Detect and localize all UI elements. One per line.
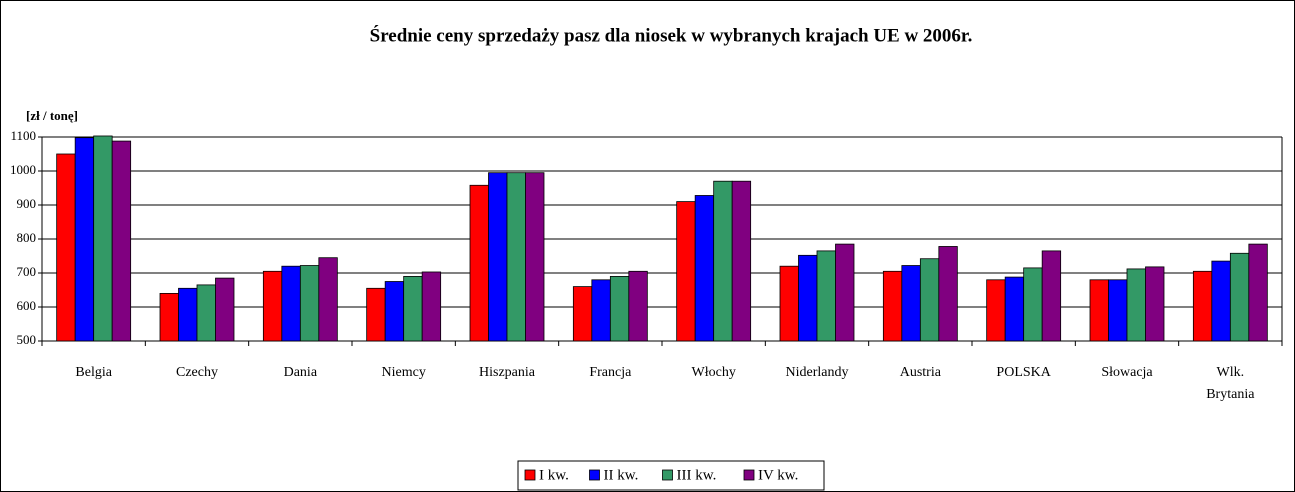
bar xyxy=(572,286,593,342)
x-tick-label: Czechy xyxy=(176,365,218,380)
x-tick-label: POLSKA xyxy=(996,365,1051,380)
x-tick-label: Niemcy xyxy=(382,365,426,380)
bar xyxy=(816,250,836,342)
chart-title: Średnie ceny sprzedaży pasz dla niosek w… xyxy=(370,24,973,46)
legend-label: III kw. xyxy=(677,467,717,483)
bar xyxy=(779,265,799,342)
bar xyxy=(384,281,405,342)
bar xyxy=(215,277,235,342)
bar xyxy=(694,195,715,342)
x-tick-label: Austria xyxy=(900,365,942,380)
legend-swatch xyxy=(743,469,755,481)
bar xyxy=(74,137,95,342)
bar xyxy=(798,254,818,342)
bar xyxy=(938,246,958,342)
bar xyxy=(366,287,386,342)
y-tick-label: 900 xyxy=(17,196,37,211)
x-tick-label: Włochy xyxy=(692,365,736,380)
x-tick-label: Hiszpania xyxy=(479,365,536,380)
bar xyxy=(713,180,733,342)
bar xyxy=(1041,250,1062,342)
bar xyxy=(178,287,198,342)
legend-label: I kw. xyxy=(539,467,569,483)
bar xyxy=(1023,267,1043,342)
x-tick-label: Wlk. Brytania xyxy=(1206,365,1255,402)
legend-swatch xyxy=(589,469,600,481)
y-tick-label: 1100 xyxy=(10,128,36,143)
bar xyxy=(262,270,283,342)
bar xyxy=(1145,266,1165,342)
bar xyxy=(525,172,545,342)
bar xyxy=(299,265,320,342)
bar xyxy=(111,140,132,342)
x-tick-label: Belgia xyxy=(75,365,112,380)
bar xyxy=(919,258,940,342)
bar xyxy=(628,270,648,342)
legend-label: IV kw. xyxy=(758,467,798,483)
x-tick-label-line: Wlk. xyxy=(1217,365,1245,380)
bar xyxy=(506,172,526,342)
bar xyxy=(1229,252,1250,342)
bar xyxy=(403,275,423,342)
bar xyxy=(609,275,630,342)
bar xyxy=(469,184,489,342)
bar xyxy=(591,279,611,342)
y-tick-label: 800 xyxy=(17,230,37,245)
bar xyxy=(1192,270,1213,342)
legend-swatch xyxy=(524,469,536,481)
bar xyxy=(159,292,179,342)
bar xyxy=(421,271,442,342)
x-tick-label: Francja xyxy=(589,365,632,380)
bar xyxy=(835,243,855,342)
bar xyxy=(731,180,752,342)
bar xyxy=(901,265,921,342)
bar xyxy=(488,172,508,342)
x-tick-label-line: Brytania xyxy=(1206,387,1255,402)
y-tick-label: 1000 xyxy=(10,162,36,177)
bar xyxy=(1089,279,1109,342)
legend-swatch xyxy=(662,469,673,481)
bar xyxy=(56,153,76,342)
bar xyxy=(676,201,696,342)
bar xyxy=(1211,260,1231,342)
y-axis-label: [zł / tonę] xyxy=(26,108,78,123)
x-tick-label: Niderlandy xyxy=(786,365,849,380)
legend-label: II kw. xyxy=(604,467,639,483)
bar xyxy=(1248,243,1268,342)
bar xyxy=(281,265,301,342)
y-tick-label: 600 xyxy=(17,298,37,313)
bar xyxy=(93,135,113,342)
x-tick-label: Dania xyxy=(284,365,318,380)
bar xyxy=(196,284,216,342)
y-tick-label: 500 xyxy=(17,332,37,347)
bar xyxy=(1108,279,1128,342)
bar xyxy=(986,279,1006,342)
legend: I kw. II kw. III kw. IV kw. xyxy=(517,460,825,491)
bar xyxy=(1004,276,1025,342)
bar xyxy=(1126,268,1146,342)
x-tick-label: Słowacja xyxy=(1101,365,1153,380)
bar xyxy=(318,257,338,342)
bar xyxy=(882,270,903,342)
y-tick-label: 700 xyxy=(17,264,37,279)
